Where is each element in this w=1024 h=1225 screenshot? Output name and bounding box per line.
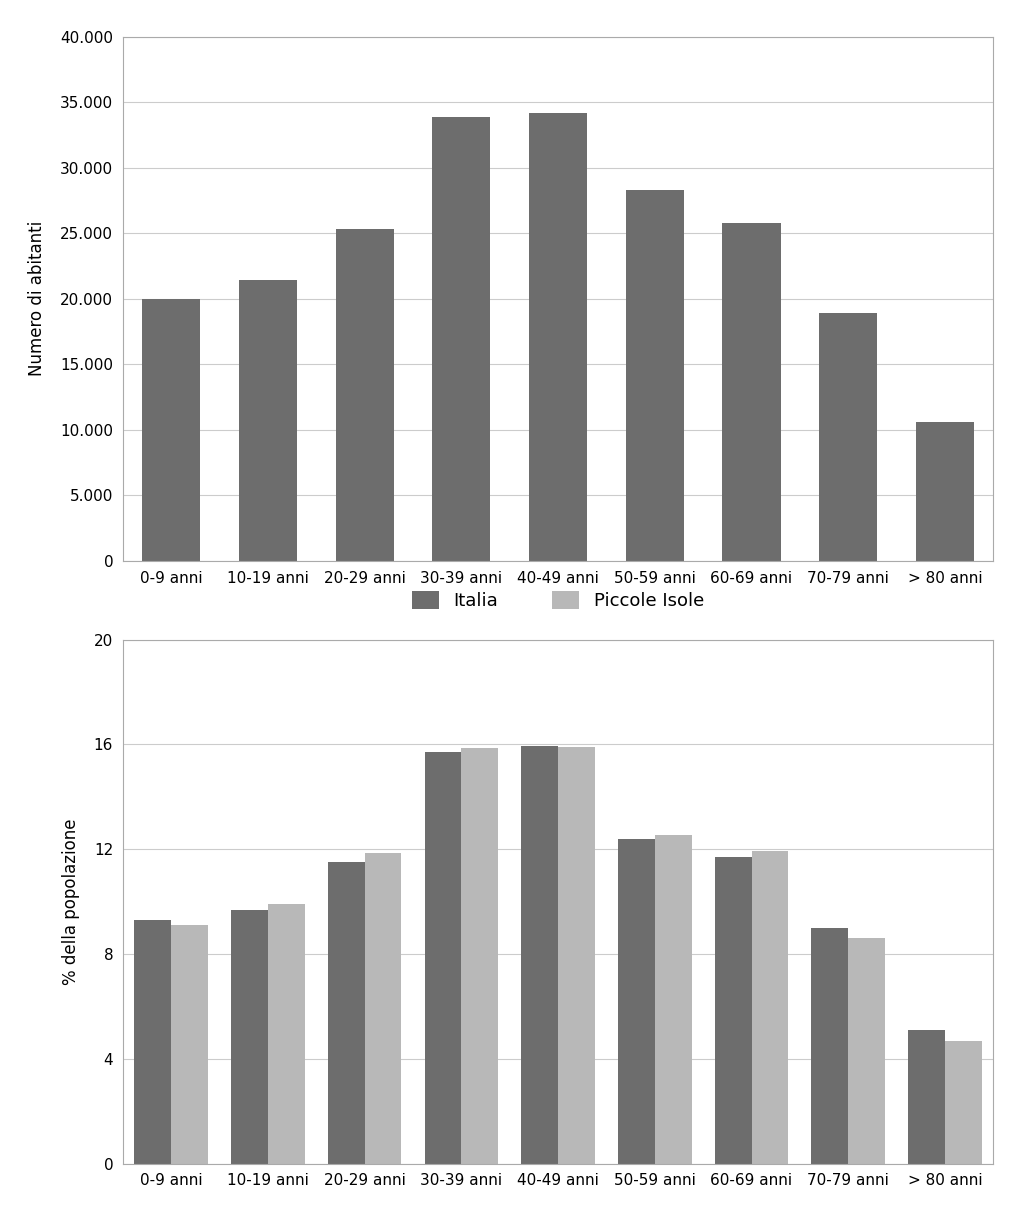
Bar (521, 746, 558, 1164)
Bar (654, 834, 691, 1164)
Bar (462, 748, 498, 1164)
Bar (529, 113, 587, 561)
Bar (231, 909, 268, 1164)
Bar (848, 938, 885, 1164)
Bar (915, 423, 974, 561)
Bar (908, 1030, 945, 1164)
Bar (142, 299, 201, 561)
Y-axis label: % della popolazione: % della popolazione (61, 818, 80, 985)
Bar (945, 1040, 982, 1164)
Bar (425, 752, 462, 1164)
Bar (811, 927, 848, 1164)
Bar (268, 904, 305, 1164)
Bar (432, 116, 490, 561)
Bar (618, 839, 654, 1164)
Bar (819, 314, 878, 561)
Bar (715, 858, 752, 1164)
Bar (239, 281, 297, 561)
Bar (558, 747, 595, 1164)
Bar (626, 190, 684, 561)
Legend: Italia, Piccole Isole: Italia, Piccole Isole (412, 590, 705, 610)
Bar (171, 925, 208, 1164)
Bar (752, 850, 788, 1164)
Bar (336, 229, 393, 561)
Bar (328, 862, 365, 1164)
Bar (134, 920, 171, 1164)
Y-axis label: Numero di abitanti: Numero di abitanti (28, 222, 46, 376)
Bar (365, 853, 401, 1164)
Bar (723, 223, 780, 561)
